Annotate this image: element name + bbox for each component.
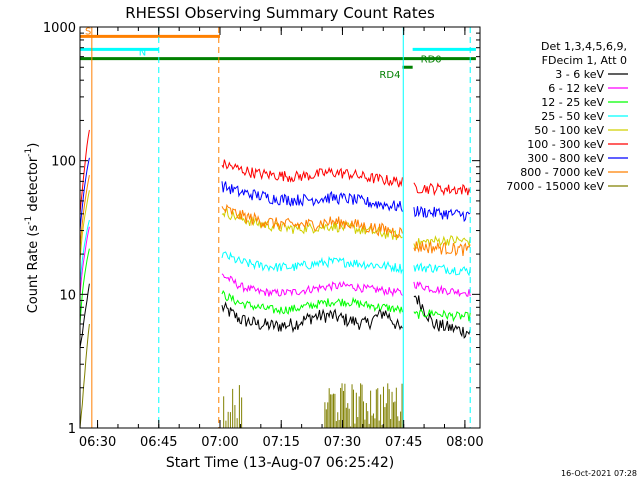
series-line-6-12keV [413, 281, 471, 298]
series-line-3-6keV [221, 301, 403, 334]
attenuator-bars-layer: S N RD0 RD4 [80, 26, 476, 81]
x-tick-label: 06:45 [140, 435, 177, 450]
series-line-25-50keV [413, 262, 471, 277]
series-line-50-100keV [221, 207, 403, 241]
series-line-100-300keV [413, 182, 471, 197]
series-line-25-50keV [79, 219, 90, 284]
legend-entry: 50 - 100 keV [534, 124, 604, 137]
y-tick-label: 1000 [43, 21, 76, 36]
series-line-300-800keV [413, 205, 471, 223]
x-tick-label: 06:30 [79, 435, 116, 450]
x-tick-label: 07:30 [324, 435, 361, 450]
plot-frame [79, 26, 481, 429]
series-line-50-100keV [79, 190, 90, 261]
series-line-800-7000keV [413, 240, 471, 257]
legend-header: FDecim 1, Att 0 [542, 54, 627, 67]
legend-entry: 100 - 300 keV [527, 138, 604, 151]
series-line-7000-15000keV [79, 323, 90, 429]
legend-entry: 25 - 50 keV [541, 110, 604, 123]
series-line-800-7000keV [221, 203, 403, 239]
y-axis-label: Count Rate (s-1 detector-1) [24, 143, 41, 314]
legend-entry: 800 - 7000 keV [520, 166, 604, 179]
series-line-3-6keV [413, 295, 471, 339]
svg-text:Count Rate (s-1 detector-1): Count Rate (s-1 detector-1) [24, 143, 41, 314]
timestamp: 16-Oct-2021 07:28 [561, 469, 637, 478]
y-tick-label: 1 [68, 422, 76, 437]
status-bar-label: S [85, 26, 91, 37]
status-bar-label: RD4 [379, 70, 400, 81]
legend: Det 1,3,4,5,6,9,FDecim 1, Att 03 - 6 keV… [506, 40, 628, 193]
series-line-25-50keV [221, 251, 403, 275]
status-bar-label: N [139, 47, 146, 58]
series-line-6-12keV [221, 273, 403, 298]
y-tick-label: 100 [51, 155, 76, 170]
x-tick-label: 07:45 [385, 435, 422, 450]
series-line-6-12keV [79, 226, 90, 295]
legend-header: Det 1,3,4,5,6,9, [541, 40, 627, 53]
series-line-12-25keV [79, 248, 90, 325]
x-tick-label: 08:00 [446, 435, 483, 450]
legend-entry: 300 - 800 keV [527, 152, 604, 165]
series-line-12-25keV [221, 290, 403, 316]
legend-entry: 7000 - 15000 keV [506, 180, 604, 193]
axes-layer: 06:30 06:45 07:00 07:15 07:30 07:45 08:00 1 10 10… [43, 21, 484, 450]
series-line-12-25keV [413, 309, 471, 323]
legend-entry: 6 - 12 keV [548, 82, 604, 95]
legend-entry: 3 - 6 keV [555, 68, 604, 81]
x-axis-label: Start Time (13-Aug-07 06:25:42) [166, 455, 394, 471]
series-line-100-300keV [79, 129, 90, 214]
x-tick-label: 07:00 [201, 435, 238, 450]
series-line-50-100keV [413, 235, 471, 249]
series-lines-layer [79, 129, 471, 429]
series-line-300-800keV [221, 181, 403, 212]
series-line-100-300keV [221, 159, 403, 188]
chart-title: RHESSI Observing Summary Count Rates [125, 4, 435, 22]
vertical-markers-layer [91, 27, 471, 428]
status-bar-label: RD0 [421, 54, 442, 65]
legend-entry: 12 - 25 keV [541, 96, 604, 109]
x-tick-label: 07:15 [262, 435, 299, 450]
y-tick-label: 10 [59, 288, 76, 303]
